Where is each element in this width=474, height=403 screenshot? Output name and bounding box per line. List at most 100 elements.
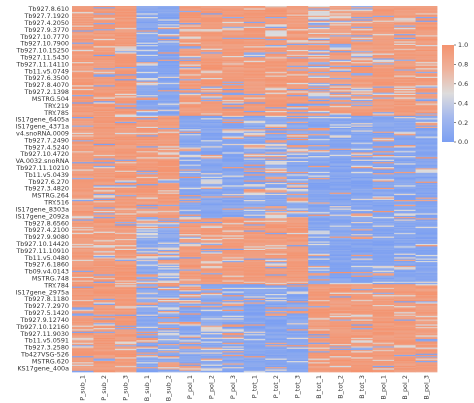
heatmap-cell (222, 126, 245, 129)
heatmap-cell (93, 106, 116, 108)
heatmap-cell (93, 179, 116, 181)
heatmap-cell (243, 252, 266, 255)
heatmap-cell (200, 232, 223, 235)
row-label: IS17gene_6405a (16, 116, 70, 124)
heatmap-cell (243, 215, 266, 218)
heatmap-cell (265, 140, 288, 142)
heatmap-cell (157, 164, 180, 167)
heatmap-cell (157, 43, 180, 46)
heatmap-cell (265, 164, 288, 167)
heatmap-cell (372, 52, 395, 54)
heatmap-cell (308, 336, 331, 339)
heatmap-cell (308, 104, 331, 107)
heatmap-cell (286, 6, 309, 8)
heatmap-cell (286, 175, 309, 178)
heatmap-cell (308, 245, 331, 247)
heatmap-cell (157, 319, 180, 322)
heatmap-cell (72, 286, 94, 289)
heatmap-cell (136, 201, 159, 203)
heatmap-cell (243, 348, 266, 351)
heatmap-cell (157, 230, 180, 233)
heatmap-cell (329, 165, 352, 168)
heatmap-cell (286, 149, 309, 152)
heatmap-cell (93, 151, 116, 153)
heatmap-cell (72, 219, 94, 222)
heatmap-cell (93, 224, 116, 226)
heatmap-cell (179, 320, 202, 323)
heatmap-cell (372, 169, 395, 172)
heatmap-cell (200, 317, 223, 319)
heatmap-cell (72, 284, 94, 286)
heatmap-cell (222, 185, 245, 187)
heatmap-cell (93, 124, 116, 126)
heatmap-cell (72, 307, 94, 309)
heatmap-cell (114, 308, 137, 311)
heatmap-cell (308, 162, 331, 164)
heatmap-cell (179, 236, 202, 239)
heatmap-cell (136, 126, 159, 129)
heatmap-cell (179, 57, 202, 59)
heatmap-cell (308, 348, 331, 351)
heatmap-cell (72, 91, 94, 93)
heatmap-cell (72, 275, 94, 278)
heatmap-cell (286, 30, 309, 32)
heatmap-cell (136, 112, 159, 114)
heatmap-cell (308, 234, 331, 236)
heatmap-cell (114, 284, 137, 286)
heatmap-cell (114, 186, 137, 189)
heatmap-cell (200, 221, 223, 224)
heatmap-cell (265, 295, 288, 297)
heatmap-cell (243, 287, 266, 290)
heatmap-cell (415, 30, 438, 32)
heatmap-cell (243, 352, 266, 355)
heatmap-cell (222, 335, 245, 337)
heatmap-cell (93, 250, 116, 252)
heatmap-cell (394, 68, 416, 70)
heatmap-cell (329, 195, 352, 197)
heatmap-cell (265, 187, 288, 190)
heatmap-cell (136, 268, 159, 270)
heatmap-cell (72, 146, 94, 148)
heatmap-cell (265, 184, 288, 186)
heatmap-cell (265, 8, 288, 11)
heatmap-cell (243, 297, 266, 300)
heatmap-cell (93, 148, 116, 151)
heatmap-cell (222, 180, 245, 183)
heatmap-cell (243, 226, 266, 229)
heatmap-cell (222, 35, 245, 37)
heatmap-cell (286, 134, 309, 136)
heatmap-cell (286, 186, 309, 189)
heatmap-cell (157, 232, 180, 235)
heatmap-cell (329, 147, 352, 150)
heatmap-cell (329, 57, 352, 59)
heatmap-cell (72, 224, 94, 226)
heatmap-cell (415, 106, 438, 108)
heatmap-cell (114, 86, 137, 89)
heatmap-cell (136, 284, 159, 286)
heatmap-cell (222, 219, 245, 222)
heatmap-cell (415, 193, 438, 196)
heatmap-cell (114, 85, 137, 87)
heatmap-cell (372, 298, 395, 301)
heatmap-cell (93, 206, 116, 208)
heatmap-cell (136, 170, 159, 173)
heatmap-cell (372, 287, 395, 290)
heatmap-cell (372, 331, 395, 334)
heatmap-cell (72, 202, 94, 204)
heatmap-cell (200, 151, 223, 153)
heatmap-cell (394, 180, 416, 183)
heatmap-cell (308, 332, 331, 335)
heatmap-cell (93, 215, 116, 218)
heatmap-cell (179, 97, 202, 100)
heatmap-cell (286, 92, 309, 95)
heatmap-cell (394, 41, 416, 43)
heatmap-cell (179, 197, 202, 200)
heatmap-cell (179, 256, 202, 258)
heatmap-cell (179, 119, 202, 122)
heatmap-cell (72, 74, 94, 76)
heatmap-cell (265, 156, 288, 158)
heatmap-cell (157, 152, 180, 154)
heatmap-cell (329, 23, 352, 25)
heatmap-cell (394, 269, 416, 272)
heatmap-cell (308, 218, 331, 220)
